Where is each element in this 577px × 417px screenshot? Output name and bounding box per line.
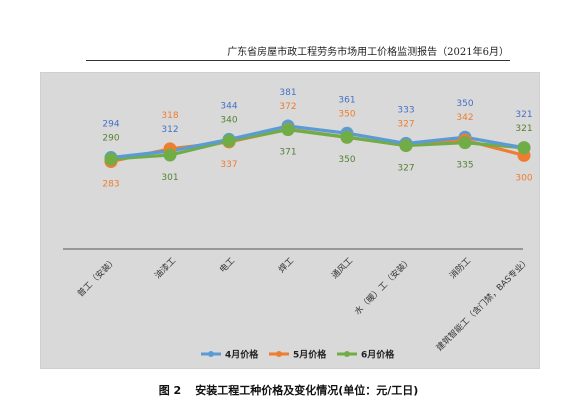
data-label: 340 — [220, 115, 237, 125]
data-label: 381 — [279, 88, 296, 98]
data-label: 318 — [161, 111, 178, 121]
series-line — [110, 128, 525, 161]
header-rule — [86, 60, 510, 61]
figure-number: 图 2 — [158, 384, 182, 397]
data-point — [222, 134, 236, 148]
data-label: 371 — [279, 148, 296, 158]
legend-marker — [208, 351, 214, 357]
data-point — [517, 141, 531, 155]
x-tick-label: 焊工 — [276, 255, 296, 275]
data-label: 294 — [102, 120, 119, 130]
data-label: 321 — [515, 110, 532, 120]
legend-label: 5月价格 — [293, 349, 327, 361]
chart-panel: 普工（安装） 油漆工 电工 焊工 通风工 水（暖）工（安装） 消防工 建筑智能工（含门禁，BA… — [40, 72, 540, 369]
data-point — [104, 152, 118, 166]
figure-caption: 图 2 安装工程工种价格及变化情况(单位：元/工日) — [0, 382, 577, 398]
data-label: 321 — [515, 124, 532, 134]
series-line — [110, 124, 525, 160]
data-label: 327 — [397, 164, 414, 174]
data-label: 350 — [338, 155, 355, 165]
data-label: 301 — [161, 173, 178, 183]
data-label: 350 — [338, 109, 355, 119]
data-label: 342 — [456, 113, 473, 123]
data-point — [458, 136, 472, 150]
x-tick-label: 通风工 — [329, 255, 355, 281]
x-tick-label: 消防工 — [447, 255, 473, 281]
x-tick-label: 电工 — [217, 255, 237, 275]
data-label: 333 — [397, 105, 414, 115]
legend-marker — [344, 351, 350, 357]
report-header: 广东省房屋市政工程劳务市场用工价格监测报告（2021年6月） — [227, 47, 509, 58]
data-label: 312 — [161, 125, 178, 135]
data-label: 290 — [102, 134, 119, 144]
figure-title: 安装工程工种价格及变化情况(单位：元/工日) — [195, 384, 419, 397]
x-tick-label: 建筑智能工（含门禁，BAS专业） — [434, 255, 532, 353]
x-tick-label: 水（暖）工（安装） — [352, 255, 414, 317]
data-point — [163, 148, 177, 162]
data-label: 337 — [220, 160, 237, 170]
data-point — [340, 130, 354, 144]
data-point — [281, 123, 295, 137]
data-label: 344 — [220, 101, 237, 111]
data-label: 350 — [456, 99, 473, 109]
data-label: 283 — [102, 180, 119, 190]
x-tick-label: 普工（安装） — [75, 255, 119, 299]
legend-marker — [276, 351, 282, 357]
data-label: 327 — [397, 119, 414, 129]
data-label: 300 — [515, 173, 532, 183]
data-point — [399, 139, 413, 153]
x-tick-label: 油漆工 — [152, 255, 178, 281]
data-label: 372 — [279, 102, 296, 112]
data-label: 335 — [456, 161, 473, 171]
data-label: 361 — [338, 95, 355, 105]
legend-label: 4月价格 — [225, 349, 259, 361]
legend-label: 6月价格 — [361, 349, 395, 361]
